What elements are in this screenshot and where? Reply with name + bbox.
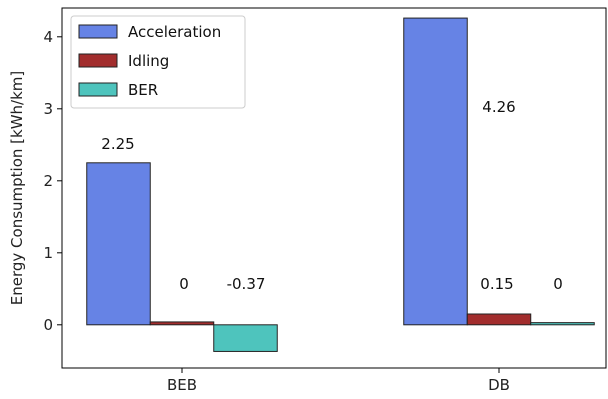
bar-idling-db bbox=[466, 313, 532, 326]
plot-frame bbox=[61, 7, 607, 369]
y-axis-ticks: 0 1 2 3 4 bbox=[43, 28, 62, 334]
data-label-idling-db: 0.15 bbox=[480, 275, 513, 293]
y-tick-label: 4 bbox=[43, 28, 53, 46]
legend: Acceleration Idling BER bbox=[70, 15, 246, 109]
bar-ber-beb bbox=[213, 324, 278, 352]
y-axis-label: Energy Consumption [kWh/km] bbox=[8, 71, 26, 305]
bars-group bbox=[86, 17, 595, 352]
bar-ber-db bbox=[530, 322, 595, 326]
data-label-idling-beb: 0 bbox=[179, 275, 189, 293]
data-label-acceleration-db: 4.26 bbox=[482, 98, 515, 116]
x-tick-label: DB bbox=[488, 376, 510, 394]
x-tick-label: BEB bbox=[167, 376, 197, 394]
y-tick-label: 3 bbox=[43, 100, 53, 118]
data-label-ber-db: 0 bbox=[553, 275, 563, 293]
data-labels-group: 2.25 4.26 0 0.15 -0.37 0 bbox=[101, 98, 562, 293]
legend-label-idling: Idling bbox=[128, 52, 169, 70]
legend-swatch-ber bbox=[78, 82, 118, 97]
legend-swatch-idling bbox=[78, 53, 118, 68]
y-tick-label: 2 bbox=[43, 172, 53, 190]
legend-label-ber: BER bbox=[128, 81, 158, 99]
y-tick-label: 1 bbox=[43, 244, 53, 262]
bar-acceleration-beb bbox=[86, 162, 151, 326]
bar-idling-beb bbox=[149, 321, 215, 326]
legend-label-acceleration: Acceleration bbox=[128, 23, 221, 41]
data-label-acceleration-beb: 2.25 bbox=[101, 135, 134, 153]
y-tick-label: 0 bbox=[43, 316, 53, 334]
legend-swatch-acceleration bbox=[78, 24, 118, 39]
x-axis-ticks: BEB DB bbox=[167, 368, 510, 394]
data-label-ber-beb: -0.37 bbox=[227, 275, 266, 293]
bar-acceleration-db bbox=[403, 17, 468, 326]
